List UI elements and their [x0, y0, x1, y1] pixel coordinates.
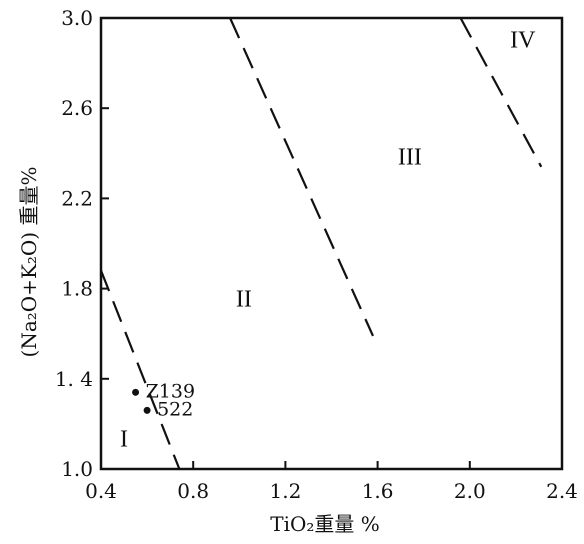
data-point [132, 388, 140, 396]
data-point [143, 406, 151, 414]
x-tick-label: 2.0 [454, 479, 486, 503]
boundary-line-1 [99, 270, 181, 470]
x-tick-label: 2.4 [546, 479, 578, 503]
y-axis-title: (Na₂O+K₂O) 重量% [17, 167, 41, 358]
x-axis-ticks: 0.4 0.8 1.2 1.6 2.0 2.4 [85, 461, 578, 503]
boundary-lines [99, 17, 543, 470]
boundary-line-3 [459, 17, 543, 168]
x-tick-label: 0.8 [177, 479, 209, 503]
region-label: IV [510, 27, 536, 53]
x-tick-label: 1.6 [362, 479, 394, 503]
y-tick-label: 1.8 [61, 277, 93, 301]
y-tick-label: 2.2 [61, 186, 93, 210]
y-tick-label: 2.6 [61, 96, 93, 120]
x-tick-label: 1.2 [269, 479, 301, 503]
region-label: I [120, 426, 128, 452]
region-label: II [236, 287, 252, 313]
y-tick-label: 1. 4 [55, 367, 93, 391]
y-tick-label: 3.0 [61, 6, 93, 30]
plot-frame [99, 16, 564, 471]
y-tick-label: 1.0 [61, 457, 93, 481]
x-axis-title: TiO₂重量 % [270, 512, 380, 536]
x-tick-label: 0.4 [85, 479, 117, 503]
data-point-label: 522 [157, 398, 193, 420]
boundary-line-2 [229, 17, 374, 337]
data-point-label: Z139 [146, 380, 195, 402]
y-axis-ticks: 1.0 1. 4 1.8 2.2 2.6 3.0 [55, 6, 109, 481]
region-label: III [398, 145, 422, 171]
